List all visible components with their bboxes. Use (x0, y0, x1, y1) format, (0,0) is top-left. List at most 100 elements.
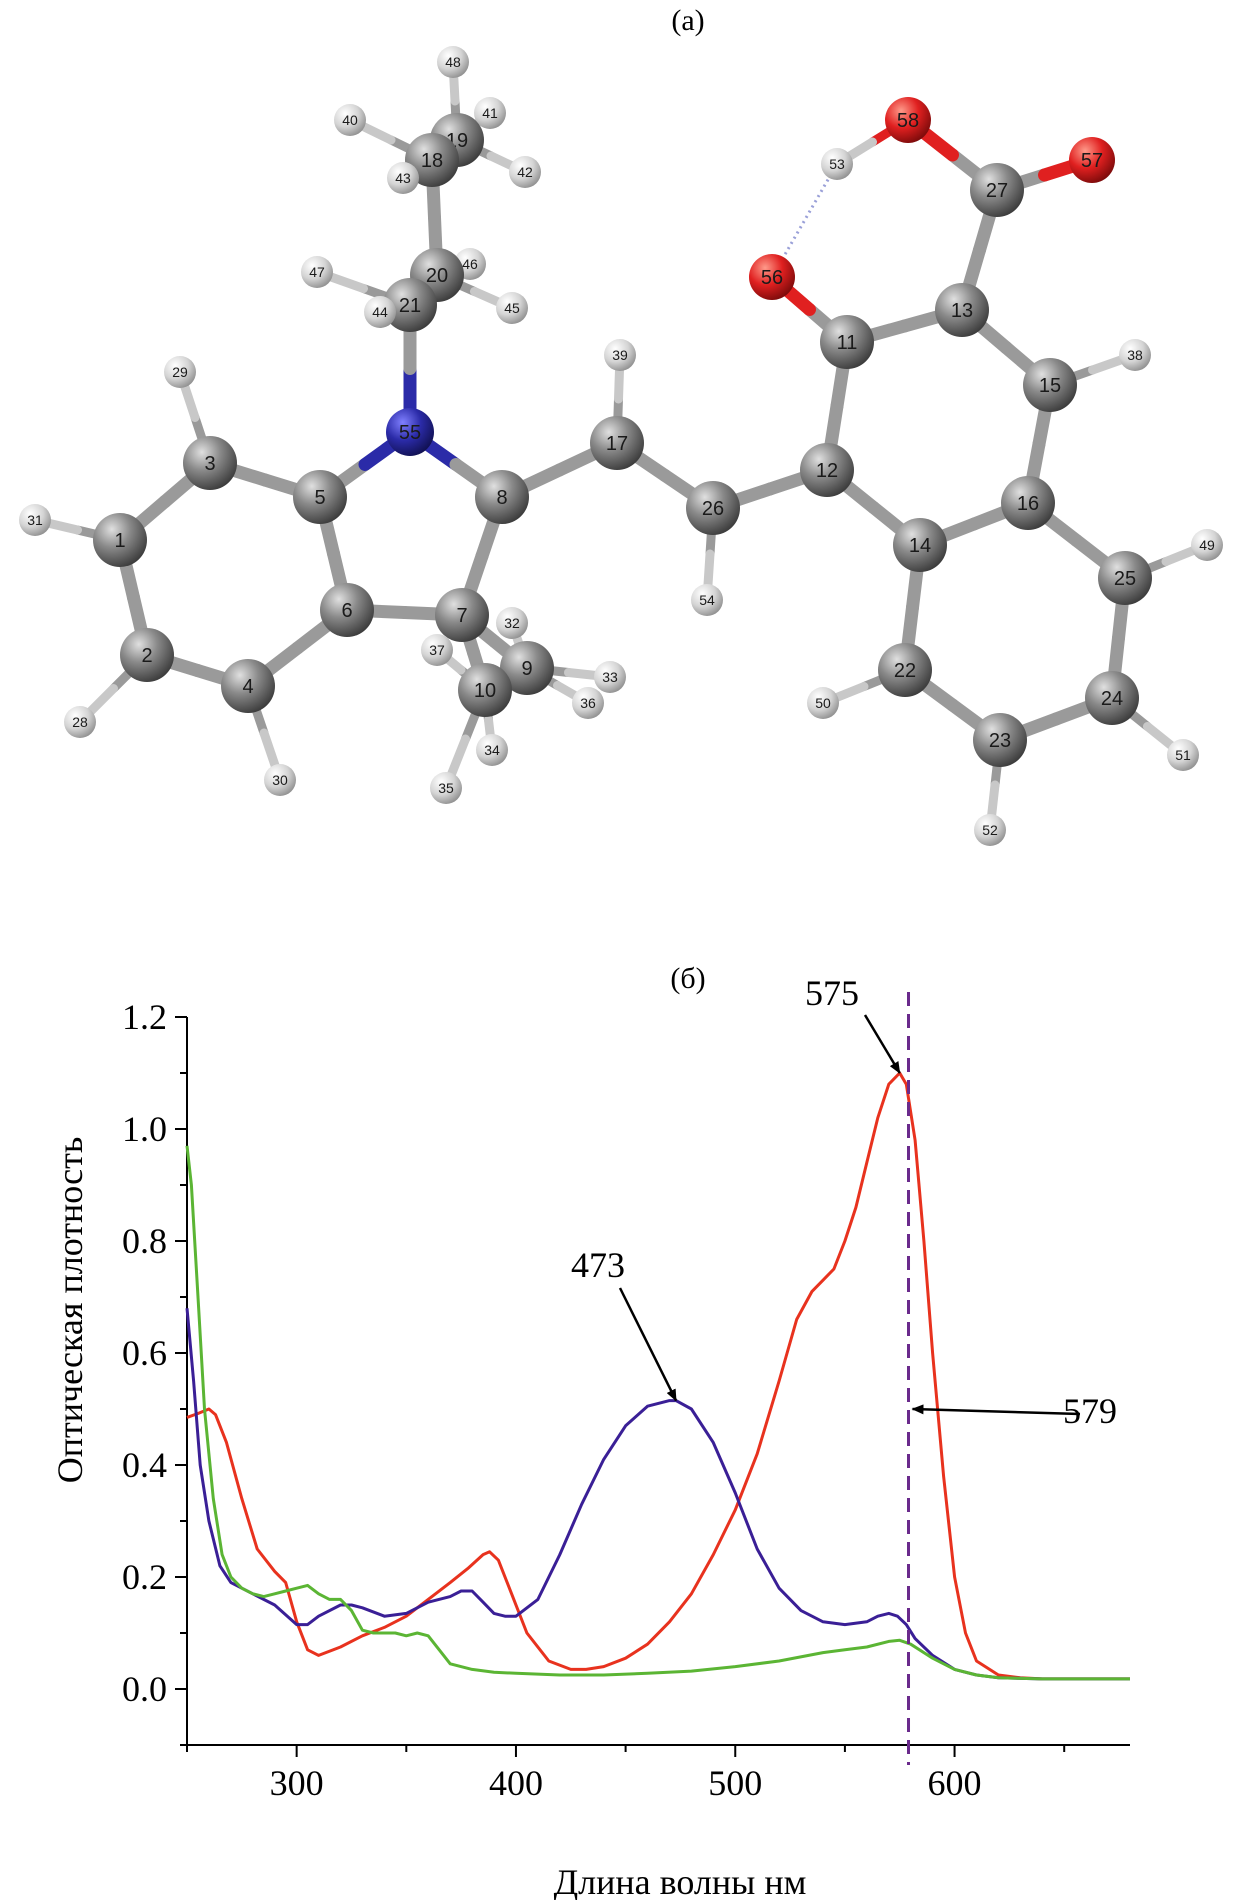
atom-sphere (19, 504, 51, 536)
atom-38: 38 (1119, 339, 1151, 371)
atom-label: 15 (1039, 375, 1061, 397)
atom-sphere (691, 584, 723, 616)
atom-sphere (807, 687, 839, 719)
atom-label: 3 (204, 453, 215, 475)
atom-50: 50 (807, 687, 839, 719)
atom-sphere (1085, 671, 1139, 725)
atom-51: 51 (1167, 739, 1199, 771)
atom-label: 45 (504, 300, 520, 316)
atom-3: 3 (183, 436, 237, 490)
atom-53: 53 (821, 148, 853, 180)
atom-label: 29 (172, 364, 188, 380)
atom-label: 14 (909, 535, 931, 557)
atom-sphere (301, 256, 333, 288)
x-axis-label: Длина волны нм (554, 1862, 807, 1900)
atom-label: 51 (1175, 747, 1191, 763)
absorption-chart: 0.0 0.2 0.4 0.6 0.8 1.0 1.2 300 400 500 600 575 473… (50, 973, 1130, 1900)
y-tick-label: 0.2 (122, 1557, 167, 1597)
atom-36: 36 (572, 687, 604, 719)
atom-label: 4 (242, 676, 253, 698)
atom-label: 48 (445, 54, 461, 70)
atom-sphere (387, 162, 419, 194)
atom-label: 55 (399, 422, 421, 444)
x-tick-label: 600 (928, 1763, 982, 1803)
atom-25: 25 (1098, 551, 1152, 605)
atom-4: 4 (221, 659, 275, 713)
atom-58: 58 (885, 97, 931, 143)
atom-label: 1 (114, 530, 125, 552)
atom-label: 41 (482, 105, 498, 121)
atom-sphere (386, 408, 434, 456)
atom-sphere (120, 628, 174, 682)
atom-54: 54 (691, 584, 723, 616)
atom-label: 9 (521, 658, 532, 680)
y-tick-label: 1.2 (122, 997, 167, 1037)
atom-2: 2 (120, 628, 174, 682)
atom-sphere (821, 148, 853, 180)
atom-12: 12 (800, 443, 854, 497)
atom-label: 12 (816, 460, 838, 482)
x-tick-label: 500 (708, 1763, 762, 1803)
atom-label: 44 (372, 304, 388, 320)
atom-sphere (1098, 551, 1152, 605)
atom-label: 5 (314, 487, 325, 509)
atom-label: 49 (1199, 537, 1215, 553)
atom-32: 32 (496, 607, 528, 639)
atom-label: 25 (1114, 568, 1136, 590)
atom-22: 22 (878, 643, 932, 697)
atom-33: 33 (594, 661, 626, 693)
atom-label: 52 (982, 822, 998, 838)
atom-label: 21 (399, 295, 421, 317)
atom-14: 14 (893, 518, 947, 572)
atom-label: 2 (141, 645, 152, 667)
annotation-label-575: 575 (805, 973, 859, 1013)
y-tick-label: 1.0 (122, 1109, 167, 1149)
atom-label: 23 (989, 730, 1011, 752)
atom-label: 42 (517, 164, 533, 180)
atom-28: 28 (64, 706, 96, 738)
atom-label: 20 (426, 265, 448, 287)
atom-label: 31 (27, 512, 43, 528)
atom-sphere (474, 97, 506, 129)
atom-31: 31 (19, 504, 51, 536)
atom-sphere (1069, 137, 1115, 183)
atom-sphere (973, 713, 1027, 767)
y-tick-label: 0.6 (122, 1333, 167, 1373)
atom-43: 43 (387, 162, 419, 194)
atom-sphere (500, 641, 554, 695)
atom-sphere (604, 339, 636, 371)
annotation-arrow-575 (863, 1014, 901, 1074)
atom-sphere (974, 814, 1006, 846)
atom-16: 16 (1001, 476, 1055, 530)
chart-axes: 0.0 0.2 0.4 0.6 0.8 1.0 1.2 300 400 500 600 (122, 997, 1130, 1803)
atom-label: 36 (580, 695, 596, 711)
atom-label: 27 (986, 180, 1008, 202)
atom-27: 27 (970, 163, 1024, 217)
atom-label: 43 (395, 170, 411, 186)
atom-sphere (1023, 358, 1077, 412)
atom-label: 34 (484, 742, 500, 758)
atom-13: 13 (935, 283, 989, 337)
atom-label: 17 (606, 433, 628, 455)
atom-11: 11 (820, 315, 874, 369)
atom-label: 47 (309, 264, 325, 280)
atom-label: 38 (1127, 347, 1143, 363)
atom-sphere (430, 772, 462, 804)
atom-label: 28 (72, 714, 88, 730)
atom-label: 26 (702, 498, 724, 520)
atom-15: 15 (1023, 358, 1077, 412)
atom-sphere (475, 470, 529, 524)
atom-sphere (572, 687, 604, 719)
atom-6: 6 (320, 583, 374, 637)
atom-44: 44 (364, 296, 396, 328)
atom-sphere (686, 481, 740, 535)
atom-45: 45 (496, 292, 528, 324)
atom-7: 7 (435, 588, 489, 642)
atom-sphere (93, 513, 147, 567)
atom-label: 18 (421, 150, 443, 172)
atom-label: 37 (429, 642, 445, 658)
atom-sphere (183, 436, 237, 490)
